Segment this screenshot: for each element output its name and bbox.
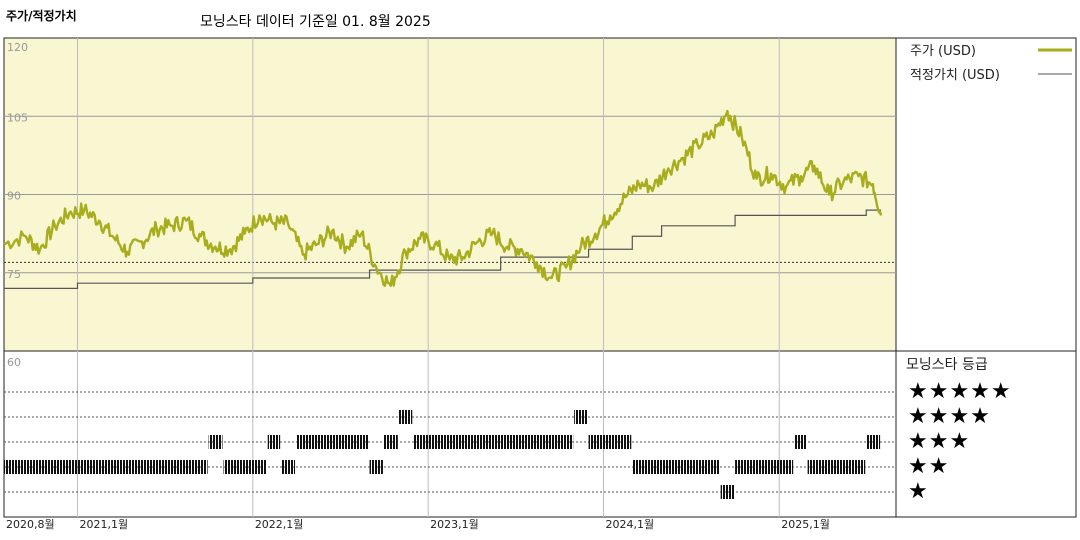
chart-subtitle: 모닝스타 데이터 기준일 01. 8월 2025 bbox=[200, 14, 431, 30]
rating-bar-3-stars bbox=[208, 435, 223, 449]
price-line bbox=[3, 109, 883, 287]
rating-bar-3-stars bbox=[588, 435, 632, 449]
y-tick-label: 60 bbox=[7, 356, 21, 369]
rating-bar-3-stars bbox=[296, 435, 369, 449]
x-tick-label: 2021,1월 bbox=[79, 518, 128, 531]
x-tick-label: 2023,1월 bbox=[430, 518, 479, 531]
rating-bar-2-stars bbox=[632, 460, 720, 474]
y-axis-ticks: 120 105 90 75 60 bbox=[7, 41, 28, 369]
rating-bar-3-stars bbox=[383, 435, 398, 449]
legend-box bbox=[895, 37, 1077, 518]
x-tick-label: 2025,1월 bbox=[781, 518, 830, 531]
rating-legend-5-stars: ★★★★★ bbox=[908, 379, 1012, 404]
rating-legend: 모닝스타 등급 ★★★★★ ★★★★ ★★★ ★★ ★ bbox=[906, 357, 1012, 504]
rating-bar-3-stars bbox=[267, 435, 281, 449]
rating-panel-background bbox=[3, 350, 897, 518]
rating-bar-3-stars bbox=[794, 435, 807, 449]
rating-bar-4-stars bbox=[574, 410, 588, 424]
y-tick-label: 120 bbox=[7, 41, 28, 54]
rating-legend-2-stars: ★★ bbox=[908, 454, 949, 479]
rating-legend-1-star: ★ bbox=[908, 479, 929, 504]
rating-bar-3-stars bbox=[866, 435, 881, 449]
x-tick-label: 2020,8월 bbox=[6, 518, 55, 531]
rating-legend-title: 모닝스타 등급 bbox=[906, 357, 988, 373]
y-tick-label: 105 bbox=[7, 111, 28, 124]
y-tick-label: 75 bbox=[7, 268, 21, 281]
rating-bar-2-stars bbox=[223, 460, 267, 474]
rating-bar-2-stars bbox=[369, 460, 383, 474]
rating-bar-4-stars bbox=[398, 410, 413, 424]
rating-bar-1-stars bbox=[720, 485, 735, 499]
rating-bar-2-stars bbox=[807, 460, 866, 474]
rating-marks bbox=[4, 410, 881, 499]
legend: 주가 (USD) 적정가치 (USD) bbox=[910, 44, 1072, 83]
x-tick-label: 2022,1월 bbox=[255, 518, 304, 531]
legend-fairvalue-label: 적정가치 (USD) bbox=[910, 68, 1000, 83]
y-tick-label: 90 bbox=[7, 190, 21, 203]
legend-price-label: 주가 (USD) bbox=[910, 44, 976, 59]
rating-bar-2-stars bbox=[281, 460, 296, 474]
rating-bar-2-stars bbox=[4, 460, 208, 474]
rating-legend-3-stars: ★★★ bbox=[908, 429, 970, 454]
rating-legend-4-stars: ★★★★ bbox=[908, 404, 991, 429]
series-lines bbox=[3, 109, 883, 289]
x-axis-ticks: 2020,8월 2021,1월 2022,1월 2023,1월 2024,1월 2025,… bbox=[6, 518, 830, 531]
rating-bar-2-stars bbox=[735, 460, 794, 474]
fair-value-line bbox=[4, 209, 882, 289]
chart-title: 주가/적정가치 bbox=[6, 8, 77, 23]
x-tick-label: 2024,1월 bbox=[605, 518, 654, 531]
rating-bar-3-stars bbox=[413, 435, 574, 449]
